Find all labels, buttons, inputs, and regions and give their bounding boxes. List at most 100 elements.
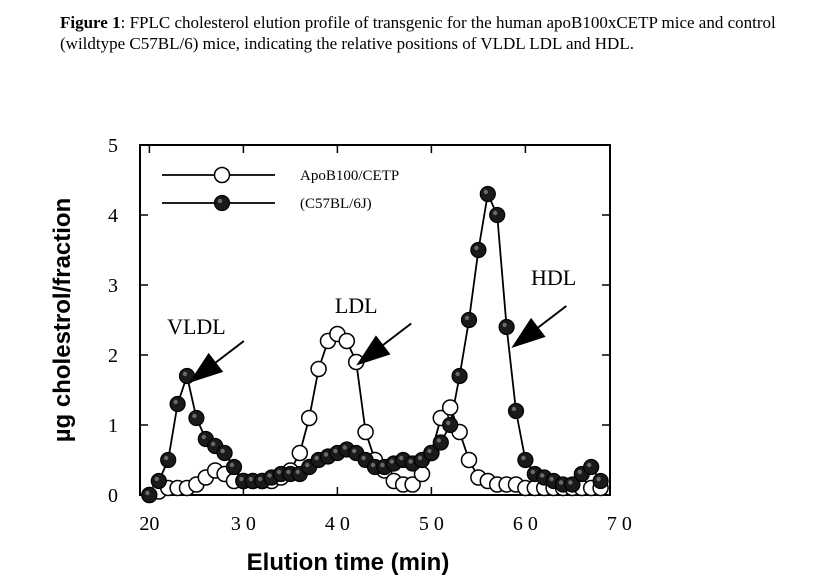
legend-marker-highlight — [217, 198, 223, 204]
data-point-open — [357, 423, 374, 441]
point-highlight — [436, 438, 441, 443]
data-point-filled — [470, 241, 487, 259]
data-point-filled — [460, 311, 478, 329]
point-highlight — [220, 448, 225, 454]
legend-label-1: ApoB100/CETP — [300, 168, 399, 184]
point-highlight — [474, 245, 479, 251]
point-highlight — [493, 210, 498, 216]
legend-label-2: (C57BL/6J) — [300, 196, 372, 212]
data-point-filled — [498, 318, 515, 336]
data-point-filled — [451, 367, 468, 385]
point-highlight — [427, 448, 432, 454]
y-tick-label: 3 — [108, 275, 118, 297]
point-highlight — [380, 462, 385, 468]
data-point-filled — [564, 476, 581, 493]
data-point-open — [441, 399, 459, 416]
data-point-open — [310, 360, 327, 378]
x-tick-label: 3 0 — [231, 513, 256, 535]
data-point-filled — [517, 451, 534, 469]
data-point-open — [291, 444, 309, 462]
point-highlight — [511, 406, 517, 412]
point-highlight — [192, 413, 197, 419]
data-point-filled — [432, 434, 449, 451]
point-highlight — [408, 459, 413, 464]
point-highlight — [201, 434, 206, 440]
annotation-arrow-shaft — [215, 340, 245, 364]
data-point-filled — [489, 206, 506, 224]
data-point-filled — [160, 451, 177, 469]
point-highlight — [521, 455, 526, 461]
figure-caption-label: Figure 1 — [60, 13, 121, 32]
x-tick-label: 7 0 — [607, 513, 632, 535]
point-highlight — [464, 315, 470, 321]
point-highlight — [502, 322, 507, 328]
data-point-filled — [583, 458, 600, 476]
data-point-filled — [507, 402, 525, 420]
point-highlight — [352, 448, 357, 454]
legend: ApoB100/CETP (C57BL/6J) — [162, 166, 399, 212]
point-highlight — [417, 455, 423, 461]
point-highlight — [145, 490, 150, 496]
point-highlight — [164, 455, 169, 461]
legend-marker-open — [213, 166, 231, 184]
point-highlight — [446, 420, 451, 426]
point-highlight — [549, 476, 554, 482]
x-axis-title: Elution time (min) — [247, 549, 450, 576]
annotation-arrow-head — [188, 352, 224, 383]
data-point-filled — [442, 416, 459, 434]
data-point-open — [338, 332, 356, 350]
point-highlight — [229, 462, 235, 468]
y-axis-title: µg cholestrol/fraction — [49, 198, 76, 443]
point-highlight — [173, 399, 178, 405]
point-highlight — [323, 452, 329, 457]
data-point-filled — [423, 444, 440, 462]
point-highlight — [248, 476, 253, 482]
data-point-filled — [225, 458, 243, 476]
point-highlight — [558, 480, 564, 485]
point-highlight — [568, 480, 573, 485]
point-highlight — [596, 476, 601, 482]
legend-marker-filled — [213, 194, 231, 212]
point-highlight — [305, 462, 310, 468]
point-highlight — [239, 476, 244, 482]
data-point-open — [300, 409, 318, 427]
x-tick-label: 4 0 — [325, 513, 350, 535]
annotation-arrow-shaft — [382, 322, 412, 346]
point-highlight — [286, 469, 291, 475]
data-point-filled — [216, 444, 233, 462]
point-highlight — [540, 473, 545, 478]
data-point-filled — [479, 185, 496, 203]
point-highlight — [483, 189, 488, 195]
point-highlight — [399, 455, 404, 461]
y-tick-label: 4 — [108, 205, 118, 227]
data-point-filled — [188, 409, 205, 427]
data-point-filled — [169, 395, 186, 413]
y-tick-label: 0 — [108, 485, 118, 507]
x-tick-label: 20 — [139, 513, 159, 535]
annotation-ldl: LDL — [335, 293, 378, 318]
figure-caption: Figure 1: FPLC cholesterol elution profi… — [60, 12, 820, 54]
annotation-vldl: VLDL — [167, 314, 226, 339]
point-highlight — [342, 445, 347, 450]
point-highlight — [361, 455, 366, 461]
point-highlight — [333, 448, 338, 454]
y-tick-label: 2 — [108, 345, 118, 367]
point-highlight — [276, 469, 282, 475]
annotation-arrow-head — [356, 335, 391, 366]
figure-caption-text: : FPLC cholesterol elution profile of tr… — [60, 13, 776, 53]
plot-frame — [139, 144, 611, 496]
data-point-open — [460, 451, 478, 469]
point-highlight — [577, 469, 582, 475]
point-highlight — [182, 371, 188, 377]
point-highlight — [587, 462, 592, 468]
annotation-hdl: HDL — [531, 265, 576, 290]
y-tick-label: 5 — [108, 135, 118, 157]
data-point-filled — [150, 472, 167, 490]
point-highlight — [154, 476, 159, 482]
data-point-filled — [141, 486, 158, 504]
data-point-open — [404, 476, 421, 493]
x-tick-label: 6 0 — [513, 513, 538, 535]
data-point-filled — [592, 472, 609, 490]
point-highlight — [530, 469, 535, 475]
